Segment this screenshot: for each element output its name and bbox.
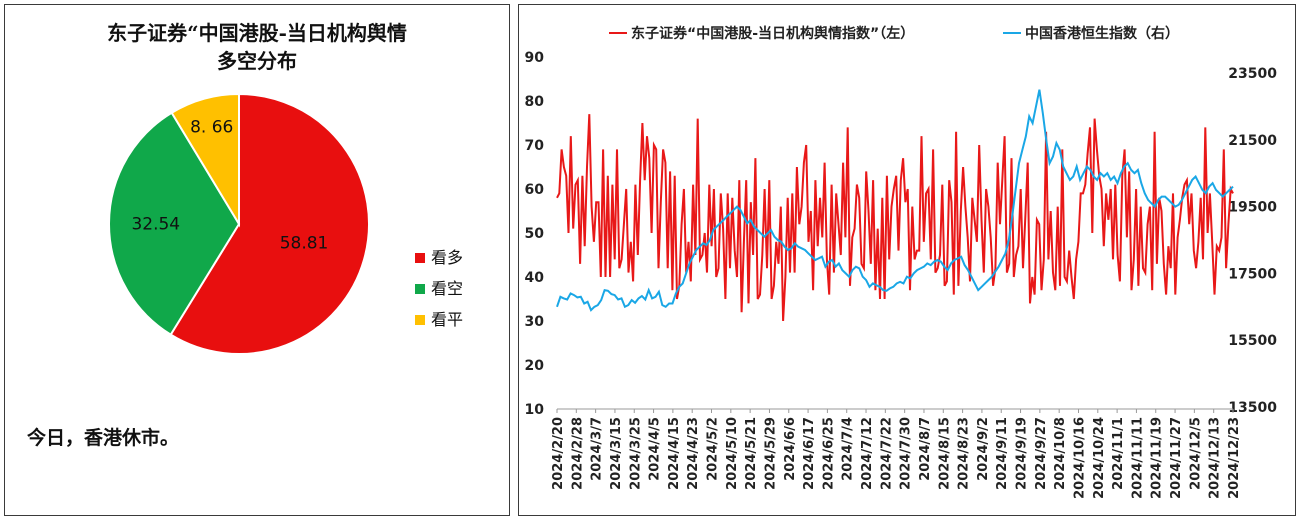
pie-slice-label: 58.81 [280,233,329,253]
legend-label: 看平 [431,310,463,329]
x-tick-label: 2024/9/2 [976,417,991,481]
pie-slice [108,111,241,336]
x-tick-label: 2024/9/27 [1034,417,1049,490]
x-tick-label: 2024/7/4 [841,417,856,481]
pie-chart-panel: 东子证券“中国港股-当日机构舆情 多空分布 58.81 32.54 8. 66 看多看… [4,4,510,516]
x-tick-label: 2024/10/24 [1092,417,1107,499]
x-tick-label: 2024/12/23 [1227,417,1242,499]
hsi-series-line [556,89,1234,312]
legend-swatch [415,253,425,263]
line-chart-panel: 10 20 30 40 50 60 70 80 90 13500 15500 17500 19500 21… [518,4,1296,516]
x-tick-label: 2024/11/11 [1130,417,1145,499]
x-tick-label: 2024/8/15 [937,417,952,490]
y-left-tick-label: 40 [525,270,545,286]
x-tick-label: 2024/5/2 [706,417,721,481]
x-tick-label: 2024/11/19 [1150,417,1165,499]
x-tick-label: 2024/6/17 [802,417,817,490]
pie-subtitle: 多空分布 [217,49,297,73]
x-tick-label: 2024/9/19 [1015,417,1030,490]
x-tick-label: 2024/8/7 [918,417,933,481]
x-tick-label: 2024/3/25 [628,417,643,490]
legend-sentiment-label: 东子证券“中国港股-当日机构舆情指数”（左） [631,25,914,42]
x-tick-label: 2024/2/28 [570,417,585,490]
pie-title: 东子证券“中国港股-当日机构舆情 [107,21,407,45]
x-tick-label: 2024/10/16 [1072,417,1087,499]
legend-swatch [415,315,425,325]
y-left-tick-label: 30 [525,314,545,330]
y-right-tick-label: 15500 [1228,333,1277,349]
legend-swatch [415,284,425,294]
x-tick-label: 2024/12/13 [1208,417,1223,499]
y-right-tick-label: 21500 [1228,133,1277,149]
x-tick-label: 2024/9/11 [995,417,1010,490]
y-left-tick-label: 90 [525,50,545,66]
x-tick-label: 2024/11/1 [1111,417,1126,490]
x-tick-label: 2024/7/30 [899,417,914,490]
x-tick-label: 2024/2/20 [551,417,566,490]
x-tick-label: 2024/12/5 [1188,417,1203,490]
legend-label: 看空 [431,279,463,298]
y-right-tick-label: 23500 [1228,66,1277,82]
x-tick-label: 2024/6/6 [783,417,798,481]
y-left-tick-label: 50 [525,226,545,242]
y-left-tick-label: 80 [525,94,545,110]
x-tick-label: 2024/3/7 [590,417,605,481]
y-right-tick-label: 13500 [1228,400,1277,416]
x-tick-label: 2024/5/29 [763,417,778,490]
x-tick-label: 2024/4/23 [686,417,701,490]
line-chart: 10 20 30 40 50 60 70 80 90 13500 15500 17500 19500 21… [525,25,1278,499]
x-tick-label: 2024/4/5 [648,417,663,481]
x-tick-label: 2024/5/10 [725,417,740,490]
y-right-tick-label: 19500 [1228,200,1277,216]
y-left-tick-label: 20 [525,358,545,374]
y-left-tick-label: 10 [525,402,545,418]
pie-slice [169,92,370,355]
x-tick-label: 2024/5/21 [744,417,759,490]
y-right-tick-label: 17500 [1228,266,1277,282]
pie-slice-label: 8. 66 [190,117,233,137]
legend-label: 看多 [431,248,463,267]
market-closed-note: 今日，香港休市。 [27,427,180,449]
x-tick-label: 2024/10/8 [1053,417,1068,490]
x-tick-label: 2024/3/15 [609,417,624,490]
pie-slice-label: 32.54 [131,215,180,235]
x-tick-label: 2024/6/25 [821,417,836,490]
legend-hsi-label: 中国香港恒生指数（右） [1025,25,1179,42]
y-left-tick-label: 60 [525,182,545,198]
x-tick-label: 2024/4/15 [667,417,682,490]
pie-slice [170,92,240,228]
y-left-tick-label: 70 [525,138,545,154]
x-tick-label: 2024/11/27 [1169,417,1184,499]
sentiment-series-line [556,114,1234,322]
x-tick-label: 2024/7/22 [879,417,894,490]
x-tick-label: 2024/8/23 [957,417,972,490]
x-tick-label: 2024/7/12 [860,417,875,490]
